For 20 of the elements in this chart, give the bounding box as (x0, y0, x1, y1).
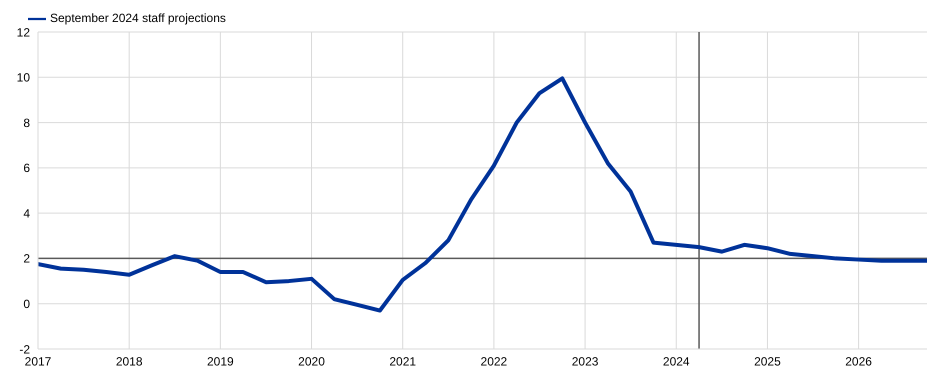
y-tick-label: 0 (23, 296, 30, 311)
y-tick-label: 12 (16, 25, 30, 40)
x-tick-label: 2026 (845, 354, 872, 369)
y-tick-label: 4 (23, 206, 30, 220)
y-tick-label: -2 (19, 342, 30, 356)
x-tick-label: 2022 (480, 354, 508, 369)
x-tick-label: 2024 (662, 354, 690, 369)
x-tick-label: 2017 (24, 354, 52, 369)
x-tick-label: 2025 (754, 354, 782, 369)
y-tick-label: 6 (23, 161, 30, 176)
line-series (38, 76, 927, 313)
y-tick-label: 2 (23, 252, 30, 266)
x-tick-label: 2021 (389, 354, 416, 369)
legend-label: September 2024 staff projections (50, 11, 226, 26)
x-tick-label: 2023 (572, 354, 599, 369)
x-tick-label: 2020 (298, 354, 326, 369)
x-tick-label: 2018 (116, 354, 143, 369)
y-tick-label: 10 (16, 70, 30, 85)
x-tick-label: 2019 (207, 354, 234, 369)
y-tick-label: 8 (23, 116, 30, 130)
